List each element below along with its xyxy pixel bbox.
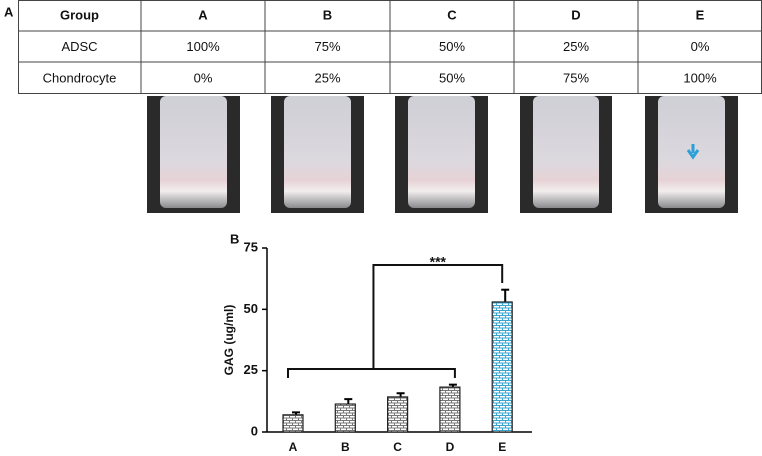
table-cell: 100% — [683, 70, 717, 85]
bracket — [287, 264, 504, 378]
y-tick-label: 50 — [244, 301, 258, 316]
bar — [387, 396, 409, 433]
table-cell: 75% — [314, 39, 340, 54]
bar — [439, 386, 461, 433]
panel-label: B — [230, 231, 239, 246]
x-tick-label: D — [446, 440, 455, 454]
table-header: E — [696, 7, 705, 22]
table-cell: 50% — [439, 39, 465, 54]
table-cell: 25% — [563, 39, 589, 54]
table-header: Group — [60, 7, 99, 22]
table-cell: 100% — [186, 39, 220, 54]
x-tick-label: C — [393, 440, 402, 454]
table-header: B — [323, 7, 332, 22]
panel-label: A — [4, 4, 14, 19]
table-cell: 75% — [563, 70, 589, 85]
y-tick-label: 75 — [244, 239, 258, 254]
significance: *** — [430, 254, 447, 270]
x-tick-label: A — [289, 440, 298, 454]
photos — [147, 96, 738, 213]
y-axis-label: GAG (ug/ml) — [222, 305, 236, 376]
x-tick-label: E — [498, 440, 506, 454]
table-cell: 0% — [691, 39, 710, 54]
table-cell: Chondrocyte — [43, 70, 117, 85]
table-cell: 0% — [194, 70, 213, 85]
y-tick-label: 0 — [251, 423, 258, 438]
table-cell: ADSC — [61, 39, 97, 54]
bar — [282, 414, 304, 433]
table-cell: 25% — [314, 70, 340, 85]
table-cell: 50% — [439, 70, 465, 85]
bar — [491, 301, 513, 433]
table-header: A — [198, 7, 208, 22]
bar — [334, 403, 356, 433]
y-tick-label: 25 — [244, 362, 258, 377]
x-tick-label: B — [341, 440, 350, 454]
table-header: C — [447, 7, 457, 22]
table-header: D — [571, 7, 580, 22]
